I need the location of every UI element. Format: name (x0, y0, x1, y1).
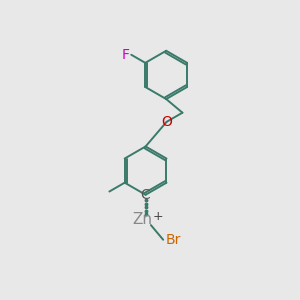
Text: C: C (141, 188, 151, 202)
Text: O: O (161, 115, 172, 129)
Text: F: F (121, 48, 129, 62)
Text: Br: Br (166, 233, 181, 247)
Text: +: + (153, 210, 163, 223)
Text: Zn: Zn (133, 212, 153, 227)
